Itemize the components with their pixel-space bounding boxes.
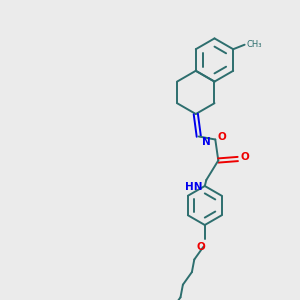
Text: HN: HN: [185, 182, 203, 191]
Text: CH₃: CH₃: [246, 40, 262, 49]
Text: O: O: [218, 132, 226, 142]
Text: O: O: [240, 152, 249, 163]
Text: N: N: [202, 137, 211, 147]
Text: O: O: [197, 242, 206, 252]
